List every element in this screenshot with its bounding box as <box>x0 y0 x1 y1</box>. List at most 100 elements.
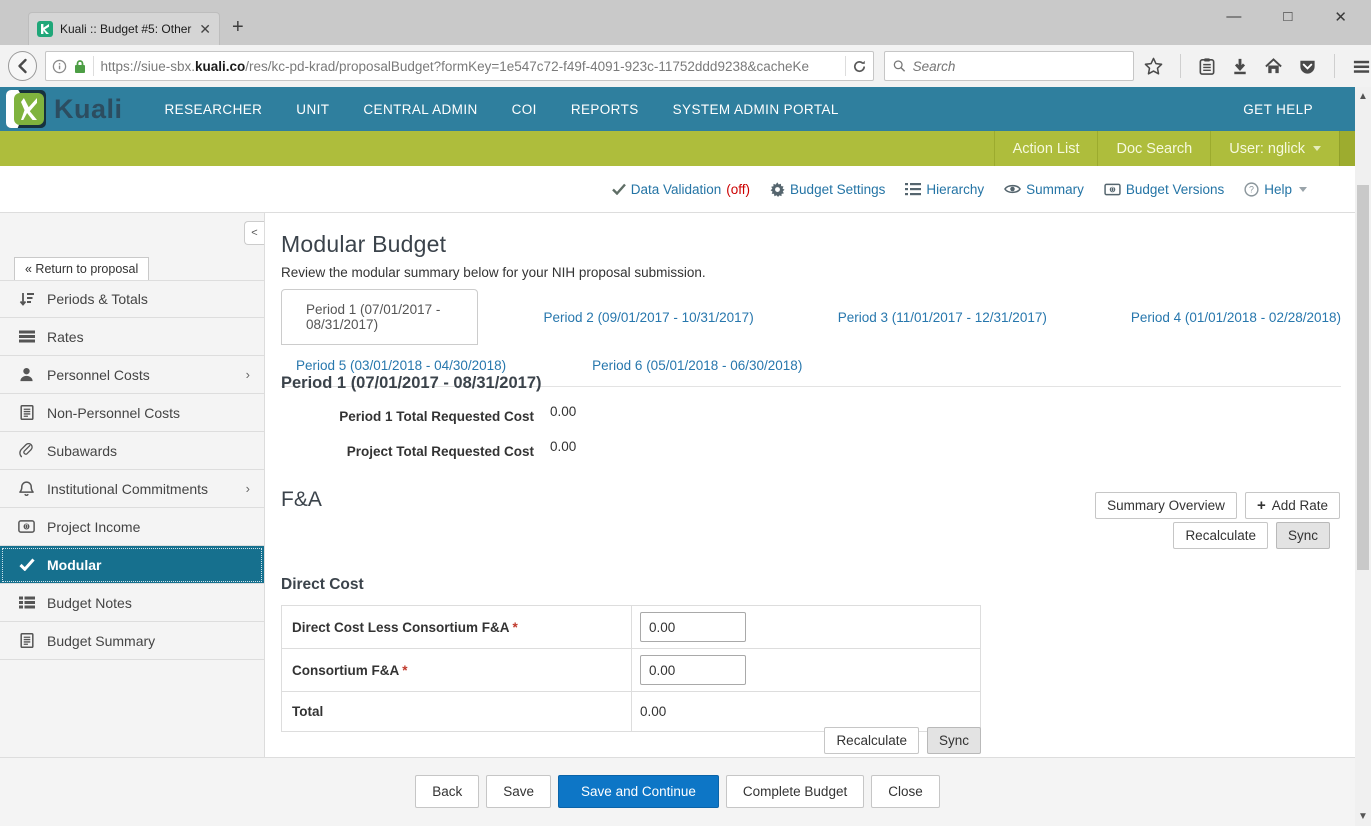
sidebar-item-modular[interactable]: Modular <box>0 546 264 584</box>
nav-system-admin-portal[interactable]: SYSTEM ADMIN PORTAL <box>672 101 839 117</box>
return-to-proposal-button[interactable]: « Return to proposal <box>14 257 150 281</box>
fa-section-heading: F&A <box>281 488 322 511</box>
sidebar-item-project-income[interactable]: 0 Project Income <box>0 508 264 546</box>
recalculate-button-bottom[interactable]: Recalculate <box>824 727 919 754</box>
money-icon: 0 <box>1104 183 1121 195</box>
url-field[interactable]: https://siue-sbx.kuali.co/res/kc-pd-krad… <box>45 51 874 81</box>
chevron-down-icon <box>1313 146 1321 151</box>
menu-hamburger-icon[interactable] <box>1352 57 1371 76</box>
browser-tab[interactable]: Kuali :: Budget #5: Other Bud ✕ <box>28 12 220 45</box>
tab-title: Kuali :: Budget #5: Other Bud <box>60 22 192 36</box>
back-button[interactable] <box>8 51 38 81</box>
nav-researcher[interactable]: RESEARCHER <box>164 101 263 117</box>
page-scrollbar[interactable]: ▲ ▼ <box>1355 87 1371 826</box>
data-validation-link[interactable]: Data Validation (off) <box>611 182 750 197</box>
hierarchy-list-icon <box>905 183 922 196</box>
svg-text:?: ? <box>1249 184 1254 194</box>
table-row: Consortium F&A * <box>281 648 981 692</box>
close-button[interactable]: Close <box>871 775 940 808</box>
help-menu[interactable]: ? Help <box>1244 182 1307 197</box>
get-help-link[interactable]: GET HELP <box>1243 101 1313 117</box>
portal-bar-endcap <box>1339 131 1355 166</box>
sidebar-item-subawards[interactable]: Subawards <box>0 432 264 470</box>
minimize-icon[interactable]: — <box>1226 8 1242 25</box>
close-window-icon[interactable]: ✕ <box>1334 9 1347 26</box>
summary-overview-button[interactable]: Summary Overview <box>1095 492 1237 519</box>
summary-link[interactable]: Summary <box>1004 182 1084 197</box>
new-tab-button[interactable]: + <box>232 16 244 38</box>
tab-period-6[interactable]: Period 6 (05/01/2018 - 06/30/2018) <box>592 358 803 373</box>
sidebar-item-personnel-costs[interactable]: Personnel Costs › <box>0 356 264 394</box>
nav-central-admin[interactable]: CENTRAL ADMIN <box>363 101 478 117</box>
paperclip-icon <box>18 443 35 458</box>
nav-coi[interactable]: COI <box>511 101 537 117</box>
complete-budget-button[interactable]: Complete Budget <box>725 775 865 808</box>
user-menu[interactable]: User: nglick <box>1210 131 1339 166</box>
sync-button-top[interactable]: Sync <box>1275 522 1330 549</box>
tab-period-1[interactable]: Period 1 (07/01/2017 - 08/31/2017) <box>281 289 478 345</box>
sort-amount-icon <box>18 292 35 307</box>
tab-period-4[interactable]: Period 4 (01/01/2018 - 02/28/2018) <box>1130 309 1341 325</box>
tab-close-icon[interactable]: ✕ <box>199 21 211 37</box>
project-total-value: 0.00 <box>550 439 577 454</box>
pocket-icon[interactable] <box>1298 57 1317 76</box>
sidebar-item-budget-summary[interactable]: Budget Summary <box>0 622 264 660</box>
tab-period-2[interactable]: Period 2 (09/01/2017 - 10/31/2017) <box>543 309 754 325</box>
tab-period-5[interactable]: Period 5 (03/01/2018 - 04/30/2018) <box>296 358 507 373</box>
person-icon <box>18 367 35 382</box>
info-icon[interactable] <box>52 59 67 74</box>
kuali-logo[interactable]: Kuali <box>6 90 123 128</box>
bookmark-star-icon[interactable] <box>1144 57 1163 76</box>
bookmarks-panel-icon[interactable] <box>1198 57 1216 76</box>
url-divider <box>844 56 846 76</box>
url-text: https://siue-sbx.kuali.co/res/kc-pd-krad… <box>100 58 810 74</box>
sync-button-bottom[interactable]: Sync <box>926 727 981 754</box>
doc-search-link[interactable]: Doc Search <box>1097 131 1210 166</box>
direct-cost-less-consortium-input[interactable] <box>640 612 746 642</box>
money-icon: 0 <box>18 520 35 533</box>
help-icon: ? <box>1244 181 1259 197</box>
sidebar-item-rates[interactable]: Rates <box>0 318 264 356</box>
hierarchy-link[interactable]: Hierarchy <box>905 182 984 197</box>
period-total-row: Period 1 Total Requested Cost 0.00 <box>339 404 577 424</box>
sidebar-collapse-button[interactable]: < <box>244 221 264 245</box>
required-asterisk: * <box>512 619 518 635</box>
table-row: Total 0.00 <box>281 691 981 732</box>
save-button[interactable]: Save <box>486 775 552 808</box>
search-box[interactable] <box>883 51 1134 81</box>
budget-versions-link[interactable]: 0 Budget Versions <box>1104 182 1224 197</box>
sidebar-item-budget-notes[interactable]: Budget Notes <box>0 584 264 622</box>
eye-icon <box>1004 184 1022 194</box>
search-input[interactable] <box>912 58 1125 74</box>
scroll-down-icon[interactable]: ▼ <box>1358 811 1368 822</box>
sidebar-item-periods-totals[interactable]: Periods & Totals <box>0 280 264 318</box>
budget-settings-link[interactable]: Budget Settings <box>770 182 885 197</box>
save-and-continue-button[interactable]: Save and Continue <box>558 775 719 808</box>
add-rate-button[interactable]: + Add Rate <box>1244 492 1340 519</box>
tab-period-3[interactable]: Period 3 (11/01/2017 - 12/31/2017) <box>837 309 1047 325</box>
reload-icon[interactable] <box>852 59 867 74</box>
nav-unit[interactable]: UNIT <box>296 101 330 117</box>
sidebar-item-institutional-commitments[interactable]: Institutional Commitments › <box>0 470 264 508</box>
maximize-icon[interactable]: □ <box>1283 8 1293 25</box>
sidebar-item-non-personnel-costs[interactable]: Non-Personnel Costs <box>0 394 264 432</box>
toolbar-divider <box>1180 54 1181 78</box>
action-list-link[interactable]: Action List <box>993 131 1098 166</box>
portal-bar: Action List Doc Search User: nglick <box>0 131 1355 166</box>
search-icon <box>893 60 905 72</box>
row-label: Consortium F&A <box>292 662 400 678</box>
download-icon[interactable] <box>1231 57 1249 76</box>
bell-icon <box>18 480 35 497</box>
content-viewport: < « Return to proposal Periods & Totals … <box>0 213 1355 757</box>
recalculate-button-top[interactable]: Recalculate <box>1173 522 1268 549</box>
consortium-fa-input[interactable] <box>640 655 746 685</box>
scrollbar-thumb[interactable] <box>1357 185 1369 570</box>
sidebar-list: Periods & Totals Rates Personnel Costs ›… <box>0 280 264 660</box>
chevron-right-icon: › <box>245 367 250 382</box>
nav-reports[interactable]: REPORTS <box>570 101 639 117</box>
total-label: Total <box>292 704 324 719</box>
back-button-footer[interactable]: Back <box>415 775 480 808</box>
home-icon[interactable] <box>1264 57 1283 76</box>
lock-icon[interactable] <box>73 59 87 74</box>
scroll-up-icon[interactable]: ▲ <box>1358 91 1368 102</box>
